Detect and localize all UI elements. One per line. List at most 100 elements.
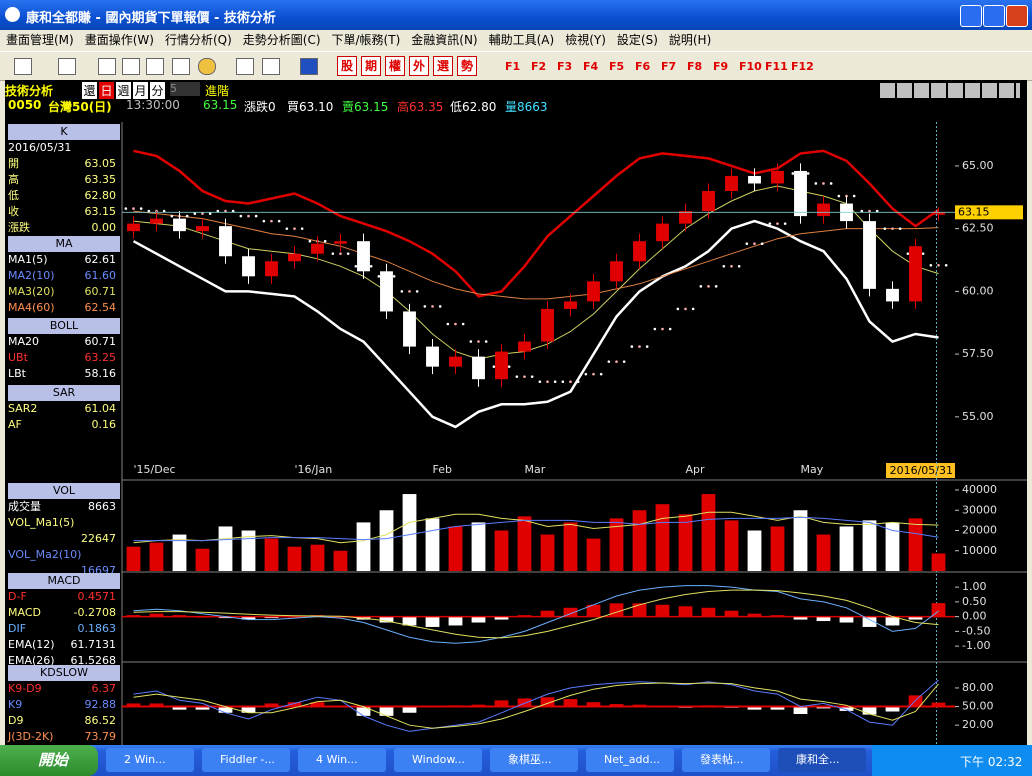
task-button[interactable]: 康和全... xyxy=(778,748,866,772)
task-button[interactable]: 發表帖... xyxy=(682,748,770,772)
market-button[interactable]: 外 xyxy=(409,56,429,76)
function-key[interactable]: F2 xyxy=(531,60,547,73)
candle-body xyxy=(587,281,600,302)
sar-dot xyxy=(661,327,664,331)
bar xyxy=(149,542,164,571)
function-key[interactable]: F4 xyxy=(583,60,599,73)
tool-icon[interactable] xyxy=(236,58,254,75)
bar xyxy=(632,603,647,617)
sar-dot xyxy=(599,372,603,376)
tool-icon[interactable] xyxy=(172,58,190,75)
period-button[interactable]: 月 xyxy=(133,82,148,99)
menu-item[interactable]: 下單/帳務(T) xyxy=(331,33,401,47)
row-value: -0.2708 xyxy=(73,606,116,619)
maximize-button[interactable] xyxy=(983,5,1005,27)
sar-dot xyxy=(860,209,864,213)
menu-item[interactable]: 檢視(Y) xyxy=(565,33,606,47)
function-key[interactable]: F3 xyxy=(557,60,573,73)
tool-icon[interactable] xyxy=(262,58,280,75)
panel-header: BOLL xyxy=(8,318,120,334)
advanced-button[interactable]: 進階 xyxy=(205,84,230,98)
function-key[interactable]: F11 xyxy=(765,60,788,73)
sar-dot xyxy=(691,307,695,311)
bar xyxy=(356,522,371,571)
market-button[interactable]: 期 xyxy=(361,56,381,76)
menu-item[interactable]: 設定(S) xyxy=(616,33,658,47)
sar-dot xyxy=(492,365,496,368)
candle-body xyxy=(288,253,301,262)
tool-icon[interactable] xyxy=(58,58,76,75)
row-value: 62.61 xyxy=(84,253,117,266)
row-label: LBt xyxy=(8,367,26,380)
function-key[interactable]: F5 xyxy=(609,60,625,73)
task-button[interactable]: Fiddler -... xyxy=(202,748,290,772)
market-button[interactable]: 選 xyxy=(433,56,453,76)
tool-icon[interactable] xyxy=(198,58,216,75)
period-button[interactable]: 分 xyxy=(150,82,165,99)
clock: 下午 02:32 xyxy=(960,755,1023,769)
bar xyxy=(172,706,187,710)
start-button[interactable]: 開始 xyxy=(0,745,98,776)
candle-body xyxy=(748,175,761,184)
menu-item[interactable]: 畫面操作(W) xyxy=(84,33,154,47)
sar-dot xyxy=(837,194,841,198)
tool-icon[interactable] xyxy=(98,58,116,75)
menu-item[interactable]: 行情分析(Q) xyxy=(164,33,232,47)
row-value: 63.25 xyxy=(84,351,117,364)
sar-dot xyxy=(553,380,557,384)
bar xyxy=(471,522,486,571)
panel-header: KDSLOW xyxy=(8,665,120,681)
task-button[interactable]: Net_add... xyxy=(586,748,674,772)
task-button[interactable]: 4 Win... xyxy=(298,748,386,772)
task-button[interactable]: 象棋巫... xyxy=(490,748,578,772)
row-value: 6.37 xyxy=(91,682,117,695)
menu-item[interactable]: 走勢分析圖(C) xyxy=(242,33,321,47)
function-key[interactable]: F1 xyxy=(505,60,521,73)
candle-body xyxy=(150,218,163,224)
y-tick-label: 50.00 xyxy=(962,700,994,713)
minimize-button[interactable] xyxy=(960,5,982,27)
period-button[interactable]: 週 xyxy=(116,82,131,99)
function-key[interactable]: F12 xyxy=(791,60,814,73)
sar-dot xyxy=(423,305,427,308)
period-button[interactable]: 還 xyxy=(82,82,97,99)
last-price-box xyxy=(955,205,1023,220)
candle-body xyxy=(196,226,209,232)
series-line xyxy=(133,585,939,644)
menu-item[interactable]: 說明(H) xyxy=(668,33,712,47)
bar xyxy=(862,616,877,627)
menu-item[interactable]: 輔助工具(A) xyxy=(488,33,555,47)
function-key[interactable]: F7 xyxy=(661,60,677,73)
row-label: K9 xyxy=(8,698,23,711)
function-key[interactable]: F6 xyxy=(635,60,651,73)
task-button[interactable]: 2 Win... xyxy=(106,748,194,772)
function-key[interactable]: F8 xyxy=(687,60,703,73)
menu-item[interactable]: 金融資訊(N) xyxy=(411,33,478,47)
tool-icon[interactable] xyxy=(122,58,140,75)
tool-icon[interactable] xyxy=(146,58,164,75)
market-button[interactable]: 股 xyxy=(337,56,357,76)
tool-icon[interactable] xyxy=(14,58,32,75)
bar xyxy=(678,606,693,617)
period-button[interactable]: 日 xyxy=(99,82,114,99)
candle-body xyxy=(380,271,393,312)
panel-row: K9-D9 6.37 xyxy=(8,681,120,697)
y-tick-label: 80.00 xyxy=(962,681,994,694)
sar-dot xyxy=(569,380,572,384)
bar xyxy=(494,700,509,707)
function-key[interactable]: F10 xyxy=(739,60,762,73)
market-button[interactable]: 勢 xyxy=(457,56,477,76)
bar xyxy=(563,522,578,571)
bar xyxy=(770,706,785,710)
minutes-box[interactable]: 5 xyxy=(170,82,200,96)
close-button[interactable] xyxy=(1006,5,1028,27)
menu-item[interactable]: 畫面管理(M) xyxy=(6,33,74,47)
sar-dot xyxy=(668,327,672,331)
y-tick-label: 65.00 xyxy=(962,159,994,172)
tool-icon[interactable] xyxy=(300,58,318,75)
chart-tools[interactable] xyxy=(880,83,1020,98)
market-button[interactable]: 權 xyxy=(385,56,405,76)
task-button[interactable]: Window... xyxy=(394,748,482,772)
function-key[interactable]: F9 xyxy=(713,60,729,73)
bar xyxy=(701,494,716,571)
